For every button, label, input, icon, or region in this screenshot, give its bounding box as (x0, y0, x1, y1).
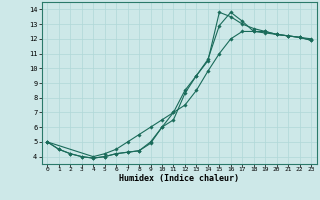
X-axis label: Humidex (Indice chaleur): Humidex (Indice chaleur) (119, 174, 239, 183)
